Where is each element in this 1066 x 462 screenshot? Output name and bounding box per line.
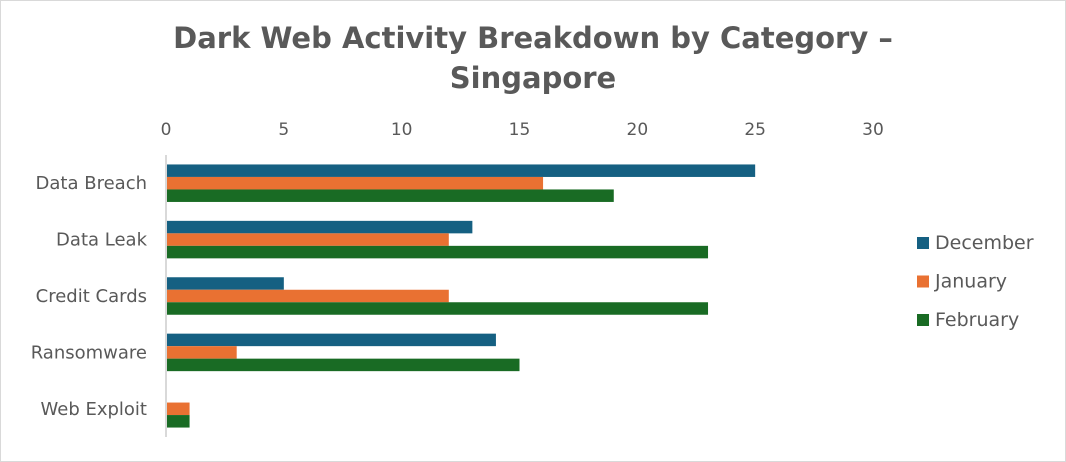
legend-label-january: January xyxy=(934,271,1007,293)
bar-january xyxy=(167,289,449,303)
x-tick-label: 10 xyxy=(391,120,413,140)
chart-title-line2: Singapore xyxy=(449,61,617,95)
bar-january xyxy=(167,402,190,416)
y-tick-label: Data Leak xyxy=(56,230,148,251)
bar-december xyxy=(167,164,756,177)
bar-january xyxy=(167,233,449,246)
bar-february xyxy=(167,302,709,315)
x-tick-label: 30 xyxy=(862,120,884,140)
bar-february xyxy=(167,358,520,372)
legend-label-december: December xyxy=(935,232,1034,254)
y-tick-label: Web Exploit xyxy=(41,399,148,420)
bar-december xyxy=(167,220,473,234)
bar-december xyxy=(167,333,496,347)
bar-february xyxy=(167,245,709,259)
legend-swatch-january xyxy=(917,275,929,288)
y-tick-label: Credit Cards xyxy=(36,286,147,307)
chart-title-line1: Dark Web Activity Breakdown by Category … xyxy=(173,21,893,55)
legend-swatch-february xyxy=(917,314,929,326)
x-tick-label: 25 xyxy=(744,120,766,140)
bar-december xyxy=(167,277,284,290)
bar-february xyxy=(167,415,190,428)
y-tick-label: Ransomware xyxy=(31,342,147,363)
chart-title: Dark Web Activity Breakdown by Category … xyxy=(0,18,1066,98)
legend-label-february: February xyxy=(935,309,1019,331)
bar-january xyxy=(167,346,237,359)
x-tick-label: 0 xyxy=(161,120,172,140)
y-tick-label: Data Breach xyxy=(36,173,147,194)
bar-january xyxy=(167,176,544,190)
x-tick-label: 15 xyxy=(509,120,531,140)
legend-swatch-december xyxy=(917,237,929,249)
x-tick-label: 20 xyxy=(627,120,649,140)
bar-february xyxy=(167,189,614,202)
x-tick-label: 5 xyxy=(278,120,289,140)
